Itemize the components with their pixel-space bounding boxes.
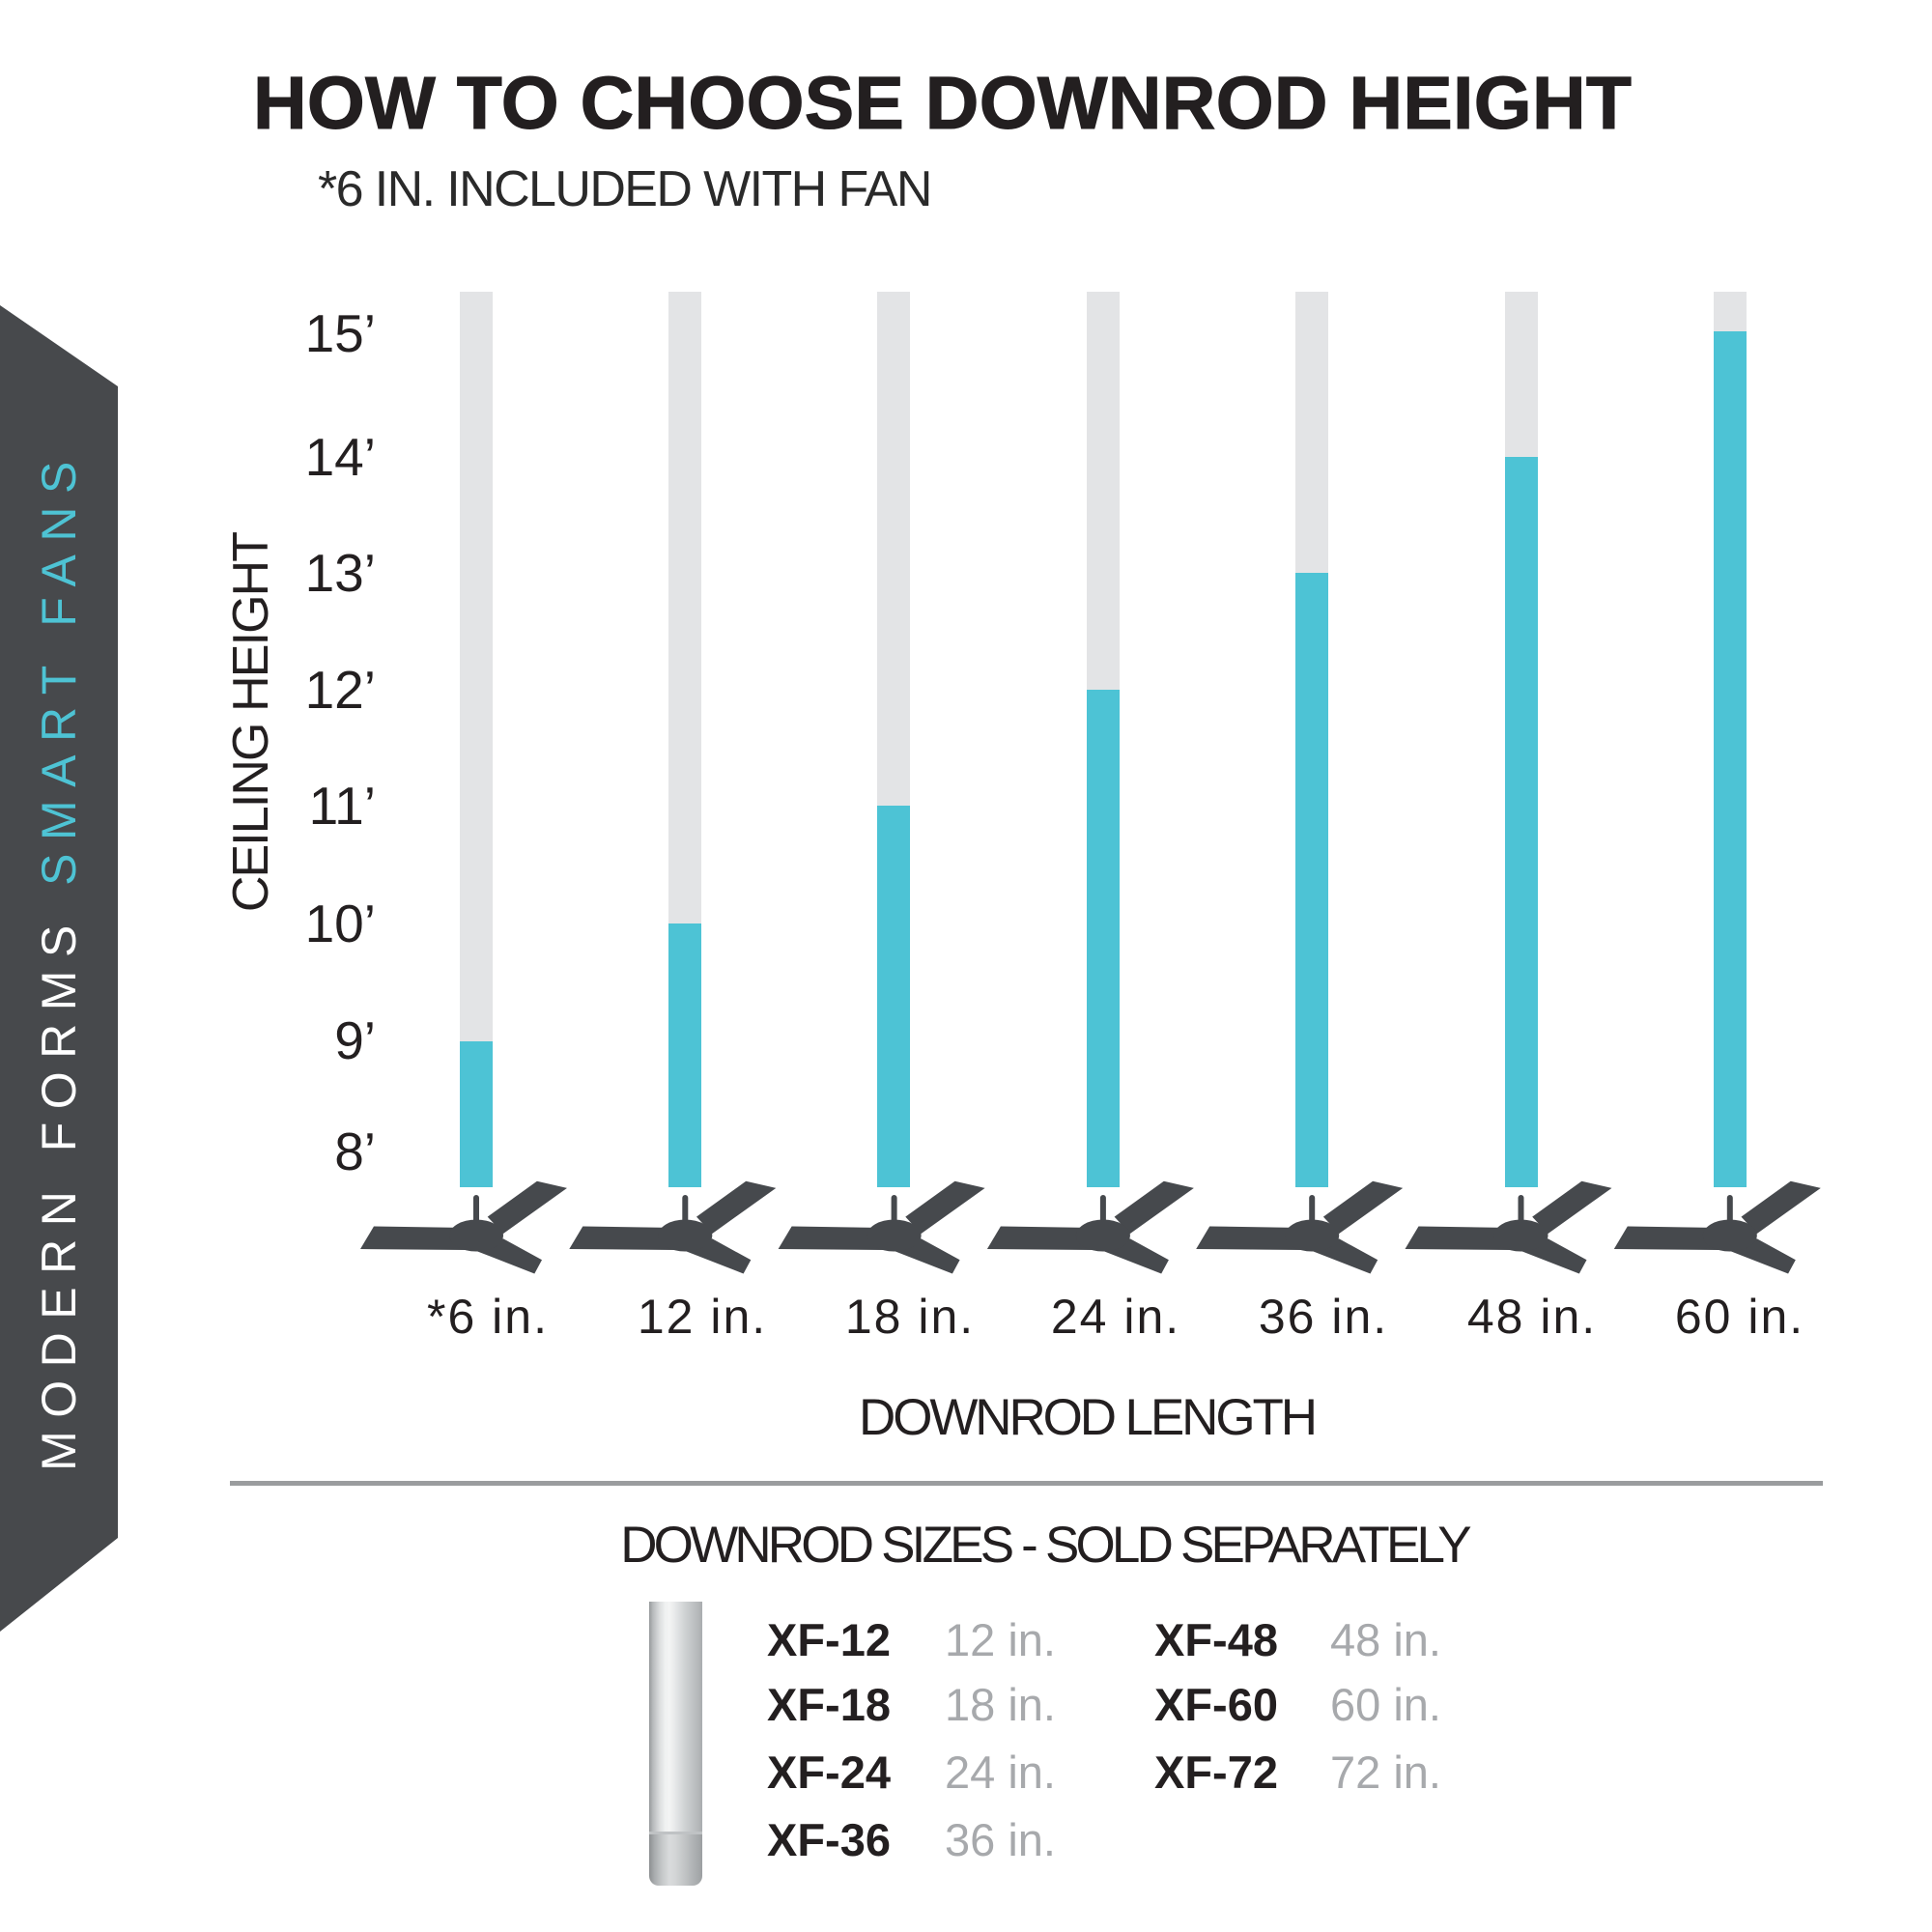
svg-text:CEILING HEIGHT: CEILING HEIGHT bbox=[223, 532, 279, 912]
svg-text:MODERN FORMS SMART FANS: MODERN FORMS SMART FANS bbox=[32, 448, 86, 1471]
